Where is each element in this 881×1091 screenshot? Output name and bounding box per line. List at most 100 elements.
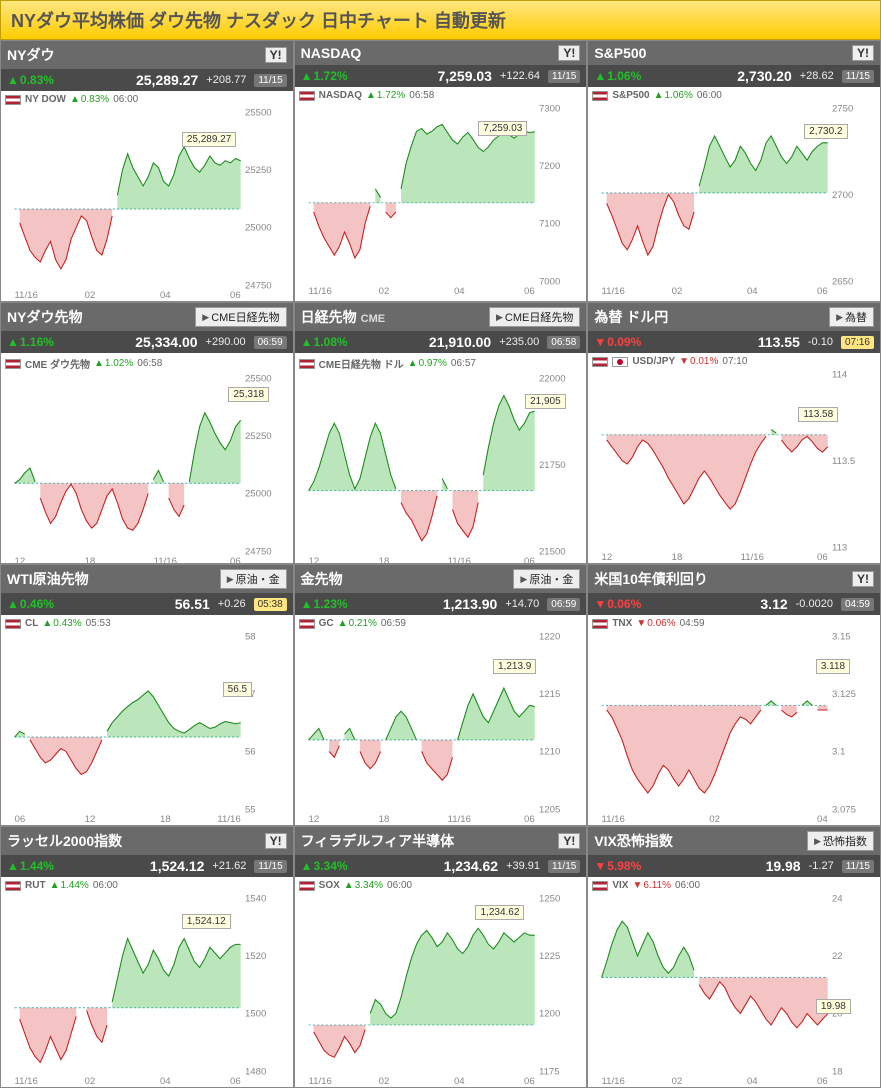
svg-text:1215: 1215 <box>539 689 560 700</box>
svg-text:3.15: 3.15 <box>832 632 851 642</box>
mini-pct: 0.97% <box>408 358 447 369</box>
cell-header: NYダウY! <box>1 41 293 69</box>
svg-text:18: 18 <box>672 552 683 562</box>
price-callout: 113.58 <box>798 407 838 422</box>
mini-time: 05:53 <box>86 618 111 629</box>
pct-change: 1.08% <box>301 335 348 349</box>
svg-text:04: 04 <box>747 286 758 296</box>
svg-text:21750: 21750 <box>539 460 566 471</box>
symbol-label: NASDAQ <box>319 90 362 101</box>
header-link-button[interactable]: CME日経先物 <box>489 307 580 327</box>
chart-area: CME日経先物 ドル0.97%06:5721,905 2200021750215… <box>295 353 587 563</box>
pct-change: 1.72% <box>301 69 348 83</box>
chart-top-legend: CME ダウ先物1.02%06:58 <box>1 353 293 374</box>
mini-time: 06:59 <box>381 618 406 629</box>
chart-area: USD/JPY0.01%07:10113.58 114113.5113 1218… <box>588 353 880 563</box>
chart-top-legend: RUT1.44%06:00 <box>1 877 293 894</box>
symbol-label: CL <box>25 618 38 629</box>
cell-title: フィラデルフィア半導体 <box>301 831 555 851</box>
svg-text:04: 04 <box>817 814 828 824</box>
cell-header: NYダウ先物CME日経先物 <box>1 303 293 331</box>
timestamp-badge: 06:59 <box>547 598 580 611</box>
svg-text:11/16: 11/16 <box>217 814 240 824</box>
mini-time: 06:58 <box>137 358 162 369</box>
mini-time: 06:00 <box>675 880 700 891</box>
chart-cell: ラッセル2000指数Y!1.44%1,524.12+21.6211/15RUT1… <box>0 826 294 1088</box>
svg-text:21500: 21500 <box>539 546 566 557</box>
abs-change: +21.62 <box>212 860 246 872</box>
chart-top-legend: CL0.43%05:53 <box>1 615 293 632</box>
abs-change: +39.91 <box>506 860 540 872</box>
header-link-button[interactable]: 為替 <box>829 307 874 327</box>
svg-text:06: 06 <box>230 290 241 300</box>
price-callout: 1,234.62 <box>475 905 524 920</box>
cell-title: S&P500 <box>594 45 848 61</box>
svg-text:25250: 25250 <box>245 431 272 442</box>
pct-change: 0.83% <box>7 73 54 87</box>
chart-area: SOX3.34%06:001,234.62 1250122512001175 1… <box>295 877 587 1087</box>
yahoo-badge[interactable]: Y! <box>852 45 874 61</box>
svg-text:11/16: 11/16 <box>447 814 470 824</box>
svg-text:25250: 25250 <box>245 165 272 176</box>
price: 1,213.90 <box>443 596 498 612</box>
abs-change: +208.77 <box>206 74 246 86</box>
chart-top-legend: SOX3.34%06:00 <box>295 877 587 894</box>
timestamp-badge: 11/15 <box>842 70 874 83</box>
sparkline-chart: 114113.5113 121811/1606 <box>588 370 880 562</box>
svg-text:06: 06 <box>230 556 241 566</box>
symbol-label: VIX <box>612 880 628 891</box>
cell-title: ラッセル2000指数 <box>7 831 261 851</box>
header-link-button[interactable]: CME日経先物 <box>195 307 286 327</box>
svg-text:2650: 2650 <box>832 276 853 287</box>
symbol-label: RUT <box>25 880 46 891</box>
stat-row: 1.06%2,730.20+28.6211/15 <box>588 65 880 87</box>
price: 1,234.62 <box>444 858 499 874</box>
sparkline-chart: 58575655 06121811/16 <box>1 632 293 824</box>
timestamp-badge: 11/15 <box>842 860 874 873</box>
yahoo-badge[interactable]: Y! <box>558 833 580 849</box>
price: 1,524.12 <box>150 858 205 874</box>
yahoo-badge[interactable]: Y! <box>852 571 874 587</box>
chart-cell: S&P500Y!1.06%2,730.20+28.6211/15S&P5001.… <box>587 40 881 302</box>
svg-text:1220: 1220 <box>539 632 560 642</box>
abs-change: -1.27 <box>809 860 834 872</box>
chart-area: GC0.21%06:591,213.9 1220121512101205 121… <box>295 615 587 825</box>
svg-text:22000: 22000 <box>539 374 566 384</box>
symbol-label: TNX <box>612 618 632 629</box>
price: 21,910.00 <box>429 334 491 350</box>
mini-time: 06:00 <box>93 880 118 891</box>
header-link-button[interactable]: 恐怖指数 <box>807 831 874 851</box>
chart-cell: 日経先物CMECME日経先物1.08%21,910.00+235.0006:58… <box>294 302 588 564</box>
svg-text:1200: 1200 <box>539 1009 560 1020</box>
abs-change: +235.00 <box>499 336 539 348</box>
svg-text:02: 02 <box>378 286 389 296</box>
chart-area: NASDAQ1.72%06:587,259.03 730072007100700… <box>295 87 587 297</box>
svg-text:06: 06 <box>524 1076 535 1086</box>
symbol-label: CME ダウ先物 <box>25 356 90 371</box>
svg-text:11/16: 11/16 <box>154 556 177 566</box>
timestamp-badge: 06:59 <box>254 336 287 349</box>
price-callout: 3.118 <box>816 659 850 674</box>
price-callout: 25,289.27 <box>182 132 237 147</box>
cell-header: VIX恐怖指数恐怖指数 <box>588 827 880 855</box>
yahoo-badge[interactable]: Y! <box>265 833 287 849</box>
header-link-button[interactable]: 原油・金 <box>513 569 580 589</box>
symbol-label: SOX <box>319 880 340 891</box>
yahoo-badge[interactable]: Y! <box>265 47 287 63</box>
price-callout: 19.98 <box>816 999 851 1014</box>
flag-us-icon <box>5 359 21 369</box>
svg-text:12: 12 <box>602 552 613 562</box>
abs-change: -0.0020 <box>796 598 833 610</box>
svg-text:24: 24 <box>832 894 843 904</box>
symbol-label: S&P500 <box>612 90 649 101</box>
sparkline-chart: 1540152015001480 11/16020406 <box>1 894 293 1086</box>
page-title: NYダウ平均株価 ダウ先物 ナスダック 日中チャート 自動更新 <box>0 0 881 40</box>
svg-text:1225: 1225 <box>539 951 560 962</box>
header-link-button[interactable]: 原油・金 <box>220 569 287 589</box>
symbol-label: USD/JPY <box>632 356 675 367</box>
stat-row: 0.09%113.55-0.1007:16 <box>588 331 880 353</box>
mini-pct: 1.72% <box>366 90 405 101</box>
svg-text:2750: 2750 <box>832 104 853 114</box>
yahoo-badge[interactable]: Y! <box>558 45 580 61</box>
pct-change: 0.09% <box>594 335 641 349</box>
